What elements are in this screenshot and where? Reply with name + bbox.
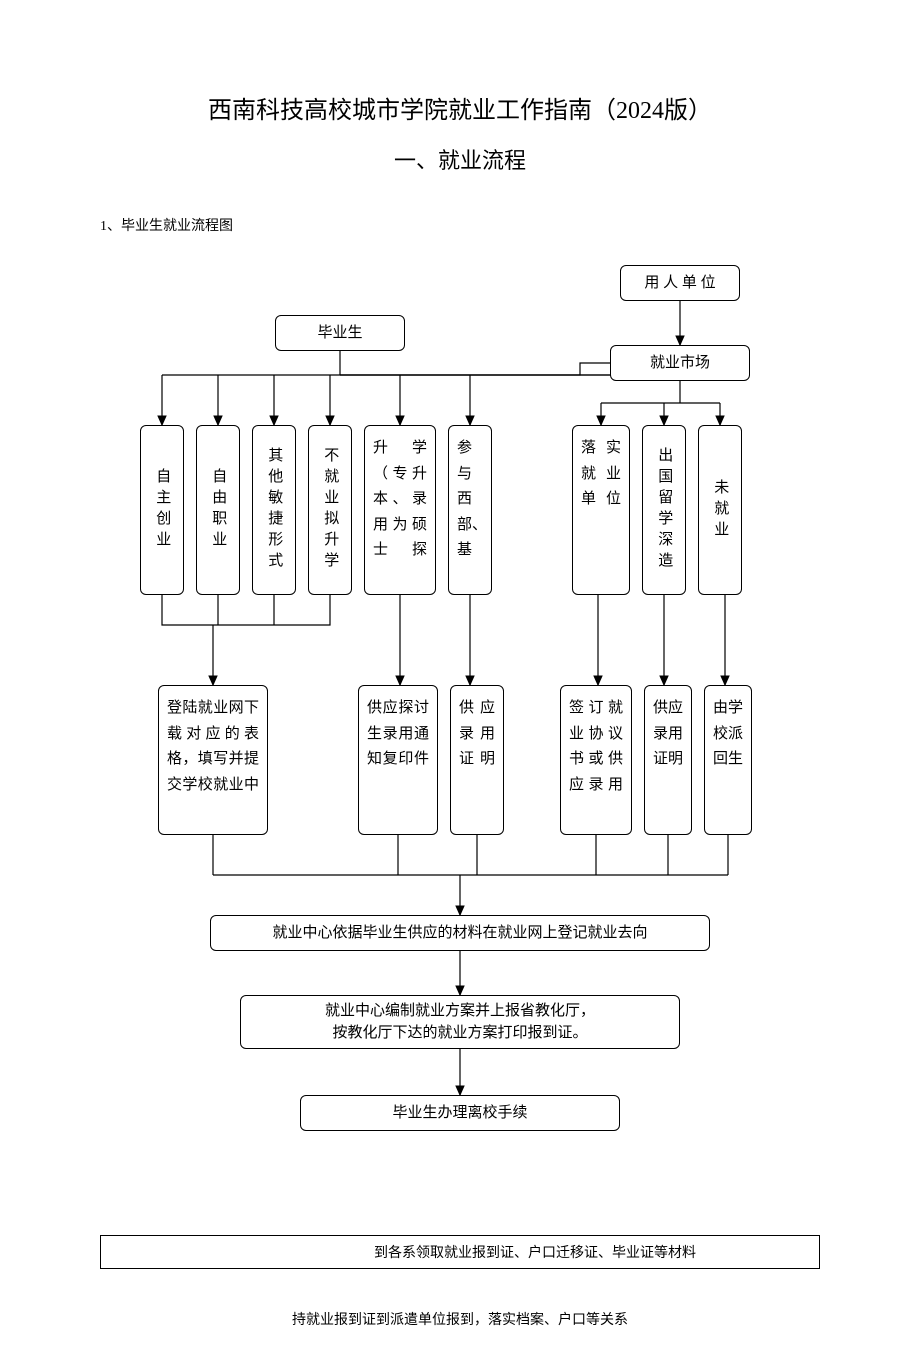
node-o3: 其他敏捷形式	[252, 425, 296, 595]
node-a2: 供应探讨生录用通知复印件	[358, 685, 438, 835]
node-a6: 由学校派回生	[704, 685, 752, 835]
node-s1: 就业中心依据毕业生供应的材料在就业网上登记就业去向	[210, 915, 710, 951]
footer-box: 到各系领取就业报到证、户口迁移证、毕业证等材料	[100, 1235, 820, 1269]
node-s2: 就业中心编制就业方案并上报省教化厅，按教化厅下达的就业方案打印报到证。	[240, 995, 680, 1049]
node-o9: 未就业	[698, 425, 742, 595]
flowchart: 用 人 单 位毕业生就业市场自主创业自由职业其他敏捷形式不就业拟升学升学（专升本…	[100, 265, 820, 1205]
footer-box-text: 到各系领取就业报到证、户口迁移证、毕业证等材料	[261, 1242, 809, 1262]
node-a5: 供应录用证明	[644, 685, 692, 835]
node-o6: 参与西部、基	[448, 425, 492, 595]
node-a1: 登陆就业网下载对应的表格，填写并提交学校就业中	[158, 685, 268, 835]
node-a4: 签订就业协议书或供应录用	[560, 685, 632, 835]
node-a3: 供应录用证明	[450, 685, 504, 835]
node-employer: 用 人 单 位	[620, 265, 740, 301]
node-o8: 出国留学深造	[642, 425, 686, 595]
node-o5: 升学（专升本、录用为硕士探	[364, 425, 436, 595]
page-title: 西南科技高校城市学院就业工作指南（2024版）	[100, 90, 820, 125]
node-graduate: 毕业生	[275, 315, 405, 351]
footer-text: 持就业报到证到派遣单位报到，落实档案、户口等关系	[100, 1309, 820, 1329]
node-market: 就业市场	[610, 345, 750, 381]
node-o7: 落实就业单位	[572, 425, 630, 595]
section-label: 1、毕业生就业流程图	[100, 215, 820, 235]
node-o2: 自由职业	[196, 425, 240, 595]
section-title: 一、就业流程	[100, 143, 820, 175]
node-o1: 自主创业	[140, 425, 184, 595]
node-o4: 不就业拟升学	[308, 425, 352, 595]
node-s3: 毕业生办理离校手续	[300, 1095, 620, 1131]
